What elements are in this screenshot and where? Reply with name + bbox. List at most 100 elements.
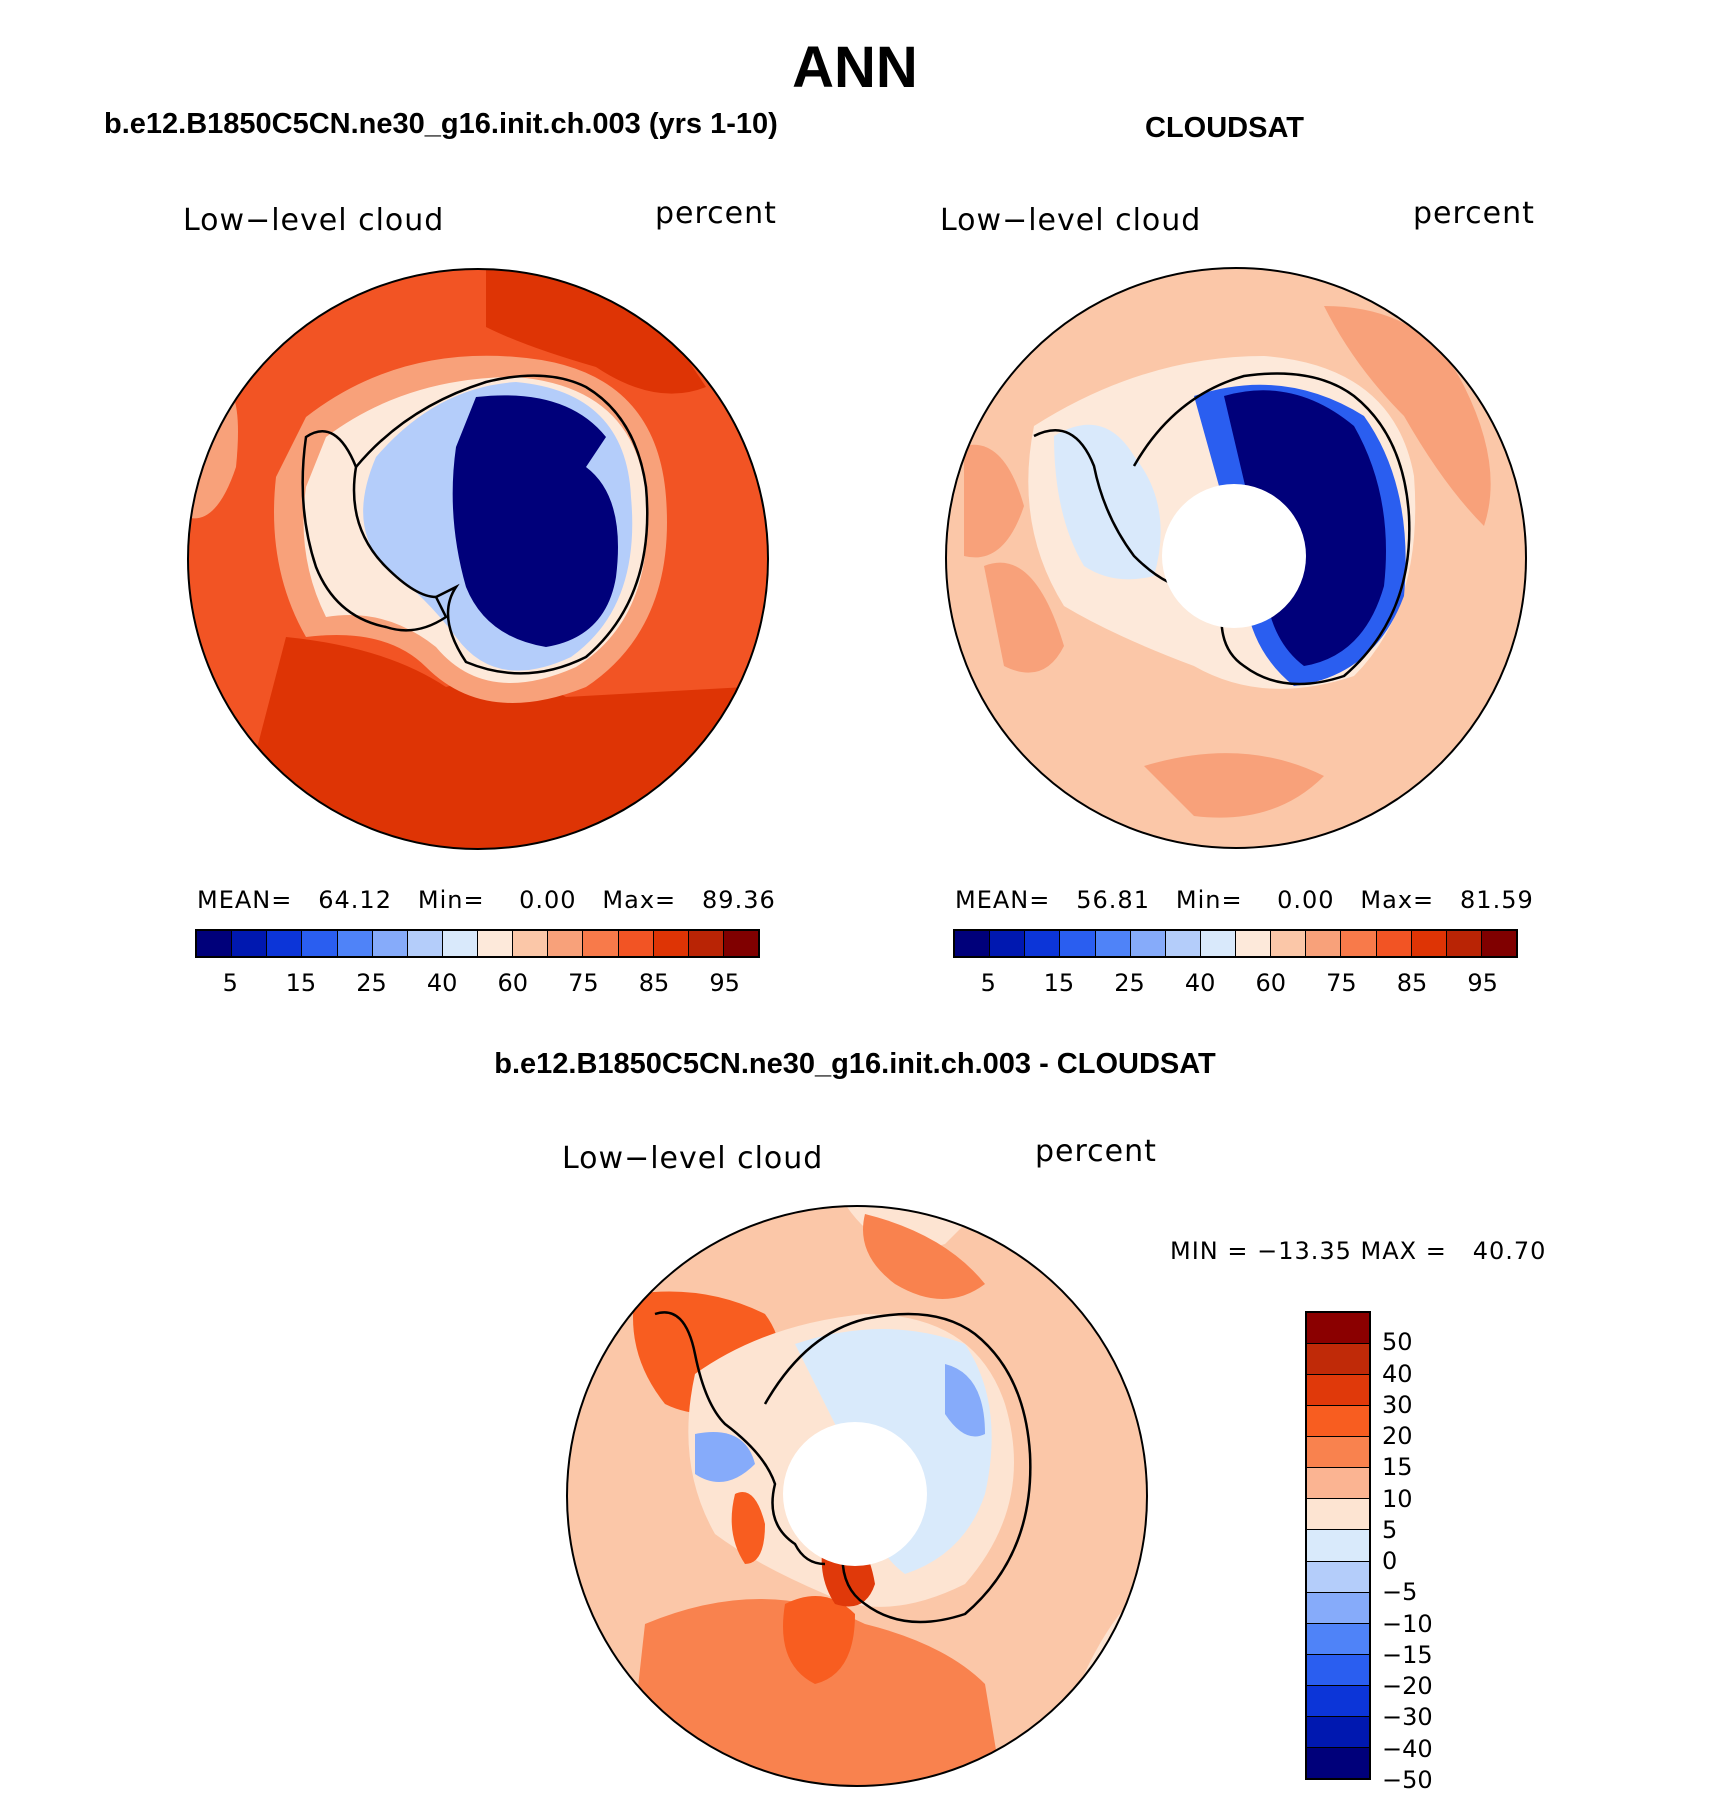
colorbar-swatch <box>1307 1499 1369 1531</box>
panel1-colorbar-ticks: 5 15 25 40 60 75 85 95 <box>195 969 760 999</box>
colorbar-swatch <box>1165 931 1201 956</box>
panel1-map-border <box>187 268 769 850</box>
colorbar-swatch <box>1411 931 1447 956</box>
panel1-units-label: percent <box>655 196 777 231</box>
panel2-polar-map <box>945 267 1527 849</box>
colorbar-swatch <box>442 931 478 956</box>
colorbar-swatch <box>1307 1344 1369 1376</box>
colorbar-tick-label: 10 <box>1382 1484 1413 1513</box>
colorbar-swatch <box>1200 931 1236 956</box>
colorbar-swatch <box>1307 1685 1369 1717</box>
panel2-cloud-region <box>964 444 1024 558</box>
panel2-title: CLOUDSAT <box>1145 112 1304 144</box>
main-title: ANN <box>792 35 918 100</box>
colorbar-swatch <box>1095 931 1131 956</box>
colorbar-swatch <box>1307 1313 1369 1345</box>
colorbar-swatch <box>1307 1468 1369 1500</box>
colorbar-swatch <box>1307 1406 1369 1438</box>
colorbar-swatch <box>1307 1530 1369 1562</box>
colorbar-swatch <box>1307 1716 1369 1748</box>
colorbar-tick-label: 85 <box>638 969 670 997</box>
colorbar-tick-label: −30 <box>1382 1703 1433 1732</box>
colorbar-tick-label: 40 <box>1184 969 1216 997</box>
colorbar-tick-label: −20 <box>1382 1672 1433 1701</box>
colorbar-tick-label: 5 <box>980 969 996 997</box>
colorbar-swatch <box>1060 931 1096 956</box>
colorbar-swatch <box>688 931 724 956</box>
panel1-colorbar <box>195 929 760 958</box>
panel2-variable-label: Low−level cloud <box>940 203 1202 238</box>
colorbar-swatch <box>1307 1375 1369 1407</box>
panel2-cloud-region <box>984 562 1064 673</box>
panel3-title: b.e12.B1850C5CN.ne30_g16.init.ch.003 - C… <box>494 1048 1216 1080</box>
panel2-colorbar-ticks: 5 15 25 40 60 75 85 95 <box>953 969 1518 999</box>
colorbar-swatch <box>618 931 654 956</box>
panel3-colorbar <box>1305 1311 1371 1780</box>
panel3-units-label: percent <box>1035 1134 1157 1169</box>
panel2-missing-data-hole <box>1162 484 1306 628</box>
colorbar-swatch <box>955 931 991 956</box>
panel3-coastline <box>654 1311 826 1566</box>
panel3-colorbar-ticks: 50 40 30 20 15 10 5 0 −5 −10 −15 −20 −30 −40 −50 <box>1382 1311 1462 1794</box>
colorbar-tick-label: 75 <box>1326 969 1357 997</box>
panel1-stats: MEAN= 64.12 Min= 0.00 Max= 89.36 <box>197 886 776 914</box>
panel3-diff-region <box>731 1492 765 1564</box>
colorbar-tick-label: 25 <box>356 969 387 997</box>
colorbar-swatch <box>1481 931 1516 956</box>
colorbar-swatch <box>1341 931 1377 956</box>
colorbar-tick-label: 60 <box>497 969 529 997</box>
panel1-low-cloud-core <box>452 395 618 647</box>
panel1-title: b.e12.B1850C5CN.ne30_g16.init.ch.003 (yr… <box>104 108 778 140</box>
panel2-cloud-region <box>1144 753 1324 818</box>
colorbar-swatch <box>478 931 514 956</box>
colorbar-tick-label: 15 <box>1382 1453 1413 1482</box>
colorbar-swatch <box>1376 931 1412 956</box>
panel3-missing-data-hole <box>783 1422 927 1566</box>
colorbar-tick-label: 75 <box>568 969 599 997</box>
colorbar-tick-label: 5 <box>1382 1515 1398 1544</box>
panel2-cloud-region <box>1324 306 1491 526</box>
panel1-polar-map <box>187 268 769 850</box>
colorbar-tick-label: 95 <box>1467 969 1498 997</box>
panel3-diff-region <box>945 1364 985 1437</box>
colorbar-swatch <box>990 931 1026 956</box>
panel2-colorbar <box>953 929 1518 958</box>
panel3-min-max: MIN = −13.35 MAX = 40.70 <box>1170 1237 1547 1265</box>
colorbar-swatch <box>407 931 443 956</box>
colorbar-swatch <box>1307 1561 1369 1593</box>
panel1-coastline <box>355 374 649 675</box>
panel3-map-border <box>566 1205 1148 1787</box>
colorbar-swatch <box>583 931 619 956</box>
panel3-diff-region <box>695 1432 755 1482</box>
colorbar-swatch <box>302 931 338 956</box>
colorbar-tick-label: 25 <box>1114 969 1145 997</box>
colorbar-swatch <box>337 931 373 956</box>
colorbar-swatch <box>513 931 549 956</box>
panel3-coastline <box>763 1312 1032 1624</box>
panel3-polar-map <box>566 1205 1148 1787</box>
colorbar-swatch <box>1307 1747 1369 1778</box>
colorbar-swatch <box>232 931 268 956</box>
panel3-diff-region <box>783 1596 855 1684</box>
panel2-low-cloud-core <box>1224 390 1386 666</box>
panel1-high-cloud-region <box>486 269 706 394</box>
colorbar-tick-label: 40 <box>1382 1359 1413 1388</box>
colorbar-tick-label: −40 <box>1382 1734 1433 1763</box>
panel2-cloud-region <box>1054 424 1161 580</box>
colorbar-tick-label: 5 <box>222 969 238 997</box>
colorbar-tick-label: 15 <box>285 969 317 997</box>
panel2-units-label: percent <box>1413 196 1535 231</box>
colorbar-swatch <box>1307 1623 1369 1655</box>
colorbar-tick-label: 20 <box>1382 1422 1413 1451</box>
colorbar-tick-label: 85 <box>1396 969 1428 997</box>
panel2-map-border <box>945 267 1527 849</box>
colorbar-tick-label: −15 <box>1382 1640 1433 1669</box>
colorbar-swatch <box>548 931 584 956</box>
panel1-variable-label: Low−level cloud <box>183 203 445 238</box>
colorbar-tick-label: 50 <box>1382 1328 1413 1357</box>
colorbar-tick-label: 15 <box>1043 969 1075 997</box>
colorbar-tick-label: −50 <box>1382 1766 1433 1794</box>
colorbar-swatch <box>723 931 758 956</box>
colorbar-tick-label: 60 <box>1255 969 1287 997</box>
colorbar-swatch <box>653 931 689 956</box>
